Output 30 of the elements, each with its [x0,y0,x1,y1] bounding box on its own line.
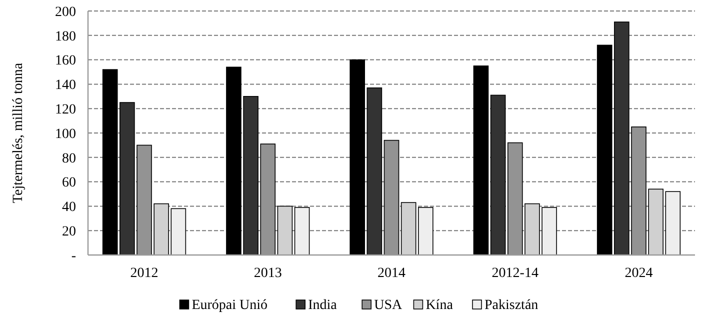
y-tick-label: - [71,248,76,264]
y-tick-label: 20 [62,224,76,240]
bar [366,87,382,256]
legend-label: Európai Unió [192,298,268,313]
y-axis-title: Tejtermelés, millió tonna [11,62,26,204]
y-tick-label: 100 [55,126,76,142]
y-tick-label: 160 [55,54,76,69]
x-tick-label: 2024 [624,266,653,281]
y-tick-label: 180 [55,29,76,44]
bar [294,207,310,256]
legend-label: USA [374,298,403,313]
legend-label: Kína [426,298,454,313]
y-tick-label: 120 [55,102,76,118]
y-tick-label: 140 [55,78,76,94]
bar [400,202,416,256]
bar [490,94,506,256]
y-tick-label: 60 [62,176,76,191]
x-tick-label: 2012-14 [492,266,538,281]
legend-label: Pakisztán [484,298,538,313]
bar [350,59,365,256]
x-tick-label: 2014 [378,266,406,281]
legend-label: India [308,298,338,313]
bar [418,207,434,256]
bar [277,206,293,256]
x-tick-label: 2013 [254,266,282,281]
y-tick-label: 80 [62,151,76,166]
x-tick-label: 2012 [130,266,158,281]
y-tick-label: 40 [62,200,76,216]
y-tick-label: 200 [55,4,76,20]
bar [473,66,489,256]
